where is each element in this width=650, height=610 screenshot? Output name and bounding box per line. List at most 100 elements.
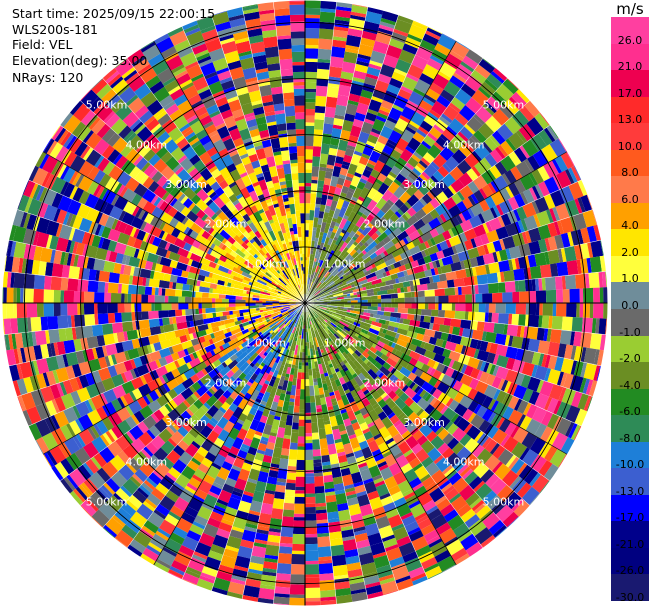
colorbar-segment [611,149,649,177]
range-ring-label: 3.00km [403,178,445,191]
azimuth-spoke [304,40,457,304]
colorbar-segment [611,468,649,496]
nrays-text: NRays: 120 [12,70,84,85]
ray-divider [304,57,484,304]
colorbar-segment [611,255,649,283]
colorbar-unit-label: m/s [616,0,644,18]
colorbar-segment [611,229,649,257]
colorbar-segment [611,96,649,124]
ray-divider [304,239,602,304]
colorbar-segment [611,202,649,230]
azimuth-spoke [304,151,568,304]
range-ring-label: 1.00km [324,337,366,350]
colorbar-segment [611,521,649,549]
colorbar-tick-label: -8.0 [619,431,641,445]
range-ring-label: 5.00km [86,495,128,508]
colorbar-segment [611,547,649,575]
range-ring-label: 2.00km [205,376,247,389]
ppi-plot: 1.00km 1.00km 1.00km 1.00km 2.00km 2.00km 2.00… [1,0,609,607]
colorbar-tick-label: 0.0 [621,299,639,312]
ray-divider [211,14,306,304]
ray-divider [181,26,306,304]
colorbar-tick-label: 13.0 [617,113,643,127]
range-ring-label: 3.00km [165,416,207,429]
colorbar-segment [611,388,649,416]
ray-divider [8,302,306,367]
range-ring-label: 1.00km [245,337,287,350]
range-ring-label: 5.00km [483,99,525,112]
range-ring-label: 3.00km [165,178,207,191]
range-ring-label: 4.00km [443,138,485,151]
colorbar-tick-label: -21.0 [615,537,645,551]
colorbar-tick-label: 1.0 [621,272,639,286]
ray-divider [273,1,306,304]
ray-divider [304,302,508,529]
colorbar-segment [611,282,649,310]
colorbar-tick-label: -17.0 [615,511,645,525]
ray-divider [273,302,306,605]
colorbar-segment [611,176,649,204]
ppi-gates [2,0,608,606]
colorbar-tick-label: -13.0 [615,484,645,498]
ray-divider [304,6,369,304]
ray-divider [304,302,594,397]
range-ring-label: 1.00km [245,257,287,270]
ray-divider [304,26,429,304]
elevation-text: Elevation(deg): 35.00 [12,53,148,68]
azimuth-spoke [153,302,306,566]
range-ring-label: 5.00km [86,99,128,112]
ray-divider [28,302,306,427]
ray-divider [304,77,508,304]
ray-divider [211,302,306,592]
range-ring-label: 1.00km [324,257,366,270]
azimuth-spoke [153,40,306,304]
colorbar: 26.0 21.0 17.0 13.0 10.0 8.0 6.0 4.0 2.0 1.0 0.0 -1… [611,17,649,604]
ray-divider [16,302,306,397]
colorbar-tick-label: 6.0 [621,192,639,206]
ray-divider [304,302,582,427]
colorbar-tick-label: 4.0 [621,219,639,233]
azimuth-spoke [304,302,457,566]
colorbar-tick-label: 21.0 [617,60,643,74]
colorbar-segment [611,415,649,443]
ray-divider [241,302,306,600]
colorbar-tick-label: -4.0 [619,378,641,392]
ray-divider [304,14,399,304]
range-ring-label: 4.00km [126,456,168,469]
ray-divider [304,179,582,304]
ray-divider [304,302,484,549]
ray-divider [16,209,306,304]
ray-divider [28,179,306,304]
colorbar-tick-label: -26.0 [615,564,645,578]
colorbar-tick-label: -6.0 [619,405,641,419]
range-ring-label: 4.00km [126,138,168,151]
ray-divider [304,302,602,367]
azimuth-spoke [304,302,568,455]
colorbar-segment [611,574,649,602]
colorbar-segment [611,494,649,522]
ray-divider [79,100,306,304]
colorbar-segment [611,43,649,71]
start-time-text: Start time: 2025/09/15 22:00:15 [12,6,216,21]
range-ring-label: 2.00km [364,376,406,389]
colorbar-tick-label: 2.0 [621,245,639,259]
colorbar-tick-label: -30.0 [615,591,645,604]
colorbar-segment [611,70,649,98]
ray-divider [304,100,531,304]
range-ring-label: 5.00km [483,495,525,508]
ray-divider [304,302,551,482]
range-ring-label: 4.00km [443,456,485,469]
colorbar-segment [611,441,649,469]
ray-divider [304,271,607,304]
colorbar-tick-label: 10.0 [617,139,643,153]
ray-divider [102,302,306,529]
instrument-text: WLS200s-181 [12,22,98,37]
colorbar-tick-label: 8.0 [621,166,639,180]
range-ring-label: 2.00km [364,218,406,231]
ray-divider [8,239,306,304]
ray-divider [304,209,594,304]
colorbar-tick-label: 17.0 [617,86,643,100]
ray-divider [304,124,551,304]
ray-divider [304,302,369,600]
ray-divider [304,302,399,592]
